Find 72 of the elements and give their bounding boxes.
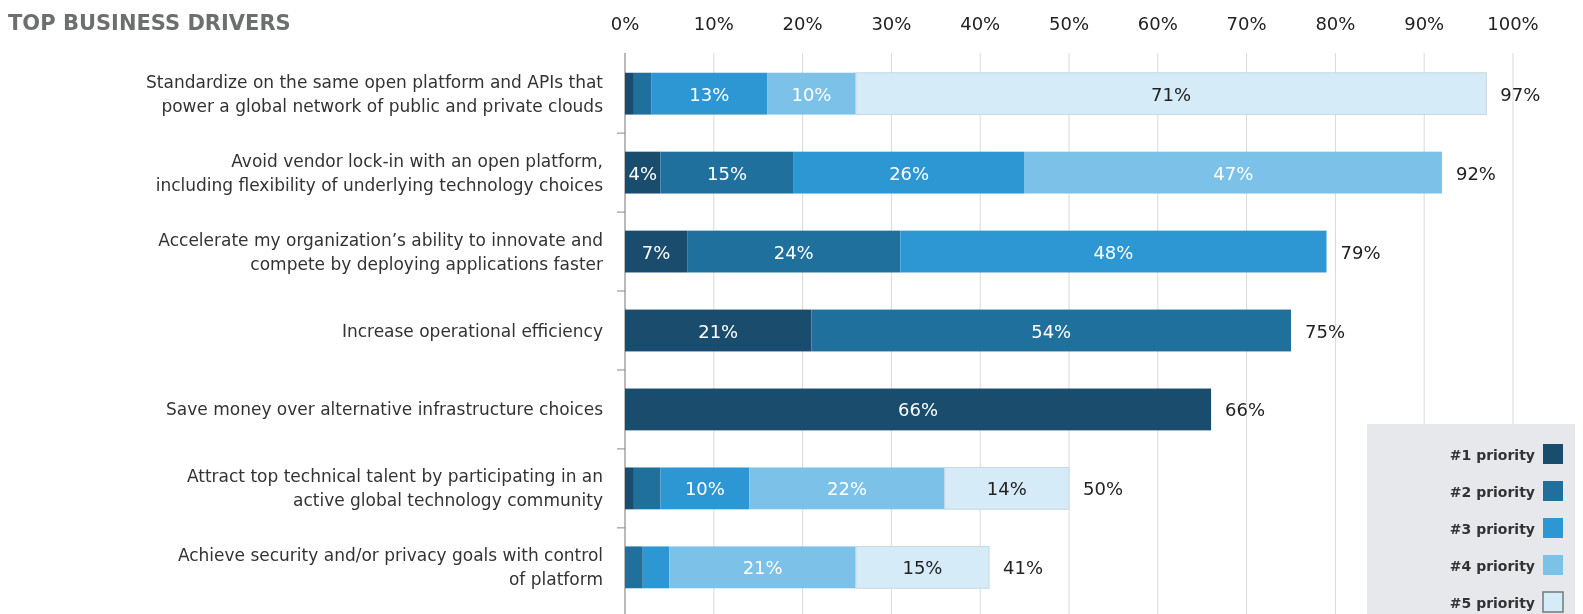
bar [633,72,652,115]
data-label: 15% [902,557,943,579]
x-tick-label: 50% [1048,13,1090,34]
x-tick-label: 20% [782,13,823,34]
data-label: 66% [898,399,939,421]
x-tick-label: 60% [1137,13,1178,34]
bar [660,151,794,194]
bar [625,309,812,352]
y-tick-label: Attract top technical talent by participating in an active global technology community [186,466,603,511]
x-tick-label: 80% [1315,13,1356,34]
bar [767,72,856,115]
data-label: 47% [1213,162,1254,184]
data-label: 26% [889,162,930,184]
total-label: 50% [1083,478,1124,500]
text: TOP BUSINESS DRIVERS [8,11,291,35]
bar [669,546,856,589]
data-label: 24% [773,241,814,263]
bar [687,230,901,273]
total-label: 75% [1305,320,1346,342]
y-tick-label: Avoid vendor lock-in with an open platform, including flexibility of underlying technology choices [155,150,604,195]
bar [855,545,990,589]
total-label: 97% [1500,83,1541,105]
data-label: 10% [791,83,832,105]
data-label: 15% [707,162,748,184]
bar [625,72,634,115]
bar [625,388,1212,431]
y-tick-label: Accelerate my organization’s ability to innovate and compete by deploying applications faster [158,229,604,274]
legend-label: #4 priority [1449,558,1535,574]
data-label: 48% [1093,241,1134,263]
total-label: 41% [1003,557,1044,579]
bar [855,72,1487,116]
legend-label: #1 priority [1449,447,1535,463]
bar [793,151,1025,194]
bar [900,230,1327,273]
data-label: 71% [1151,83,1192,105]
x-tick-label: 30% [871,13,912,34]
y-tick-label: Save money over alternative infrastructure choices [166,399,604,420]
x-tick-label: 90% [1404,13,1445,34]
legend-label: #3 priority [1449,521,1535,537]
data-label: 22% [826,478,868,500]
data-label: 21% [698,320,739,342]
bar [651,72,768,115]
legend-label: #5 priority [1449,595,1535,611]
total-label: 92% [1455,162,1496,184]
data-label: 4% [628,162,658,184]
total-label: 79% [1340,241,1381,263]
bar [642,546,670,589]
legend-label: #2 priority [1449,484,1535,500]
x-tick-label: 10% [693,13,734,34]
data-label: 21% [742,557,783,579]
x-tick-label: 40% [960,13,1001,34]
bar [625,546,643,589]
y-tick-label: Standardize on the same open platform and APIs that power a global network of public and private clouds [146,71,604,116]
bar [811,309,1291,352]
x-tick-label: 0% [610,13,640,34]
bar [625,467,634,510]
bar [749,467,945,510]
data-label: 14% [986,478,1027,500]
data-label: 54% [1031,320,1072,342]
y-tick-label: Increase operational efficiency [341,320,603,341]
x-tick-label: 70% [1226,13,1267,34]
bar [944,466,1070,510]
data-label: 7% [641,241,671,263]
data-label: 10% [684,478,725,500]
data-label: 13% [689,83,730,105]
bar [660,467,750,510]
x-tick-label: 100% [1487,13,1539,34]
bar [625,230,688,273]
bar [633,467,661,510]
bar [1024,151,1442,194]
total-label: 66% [1225,399,1266,421]
y-tick-label: Achieve security and/or privacy goals with control of platform [177,545,603,590]
